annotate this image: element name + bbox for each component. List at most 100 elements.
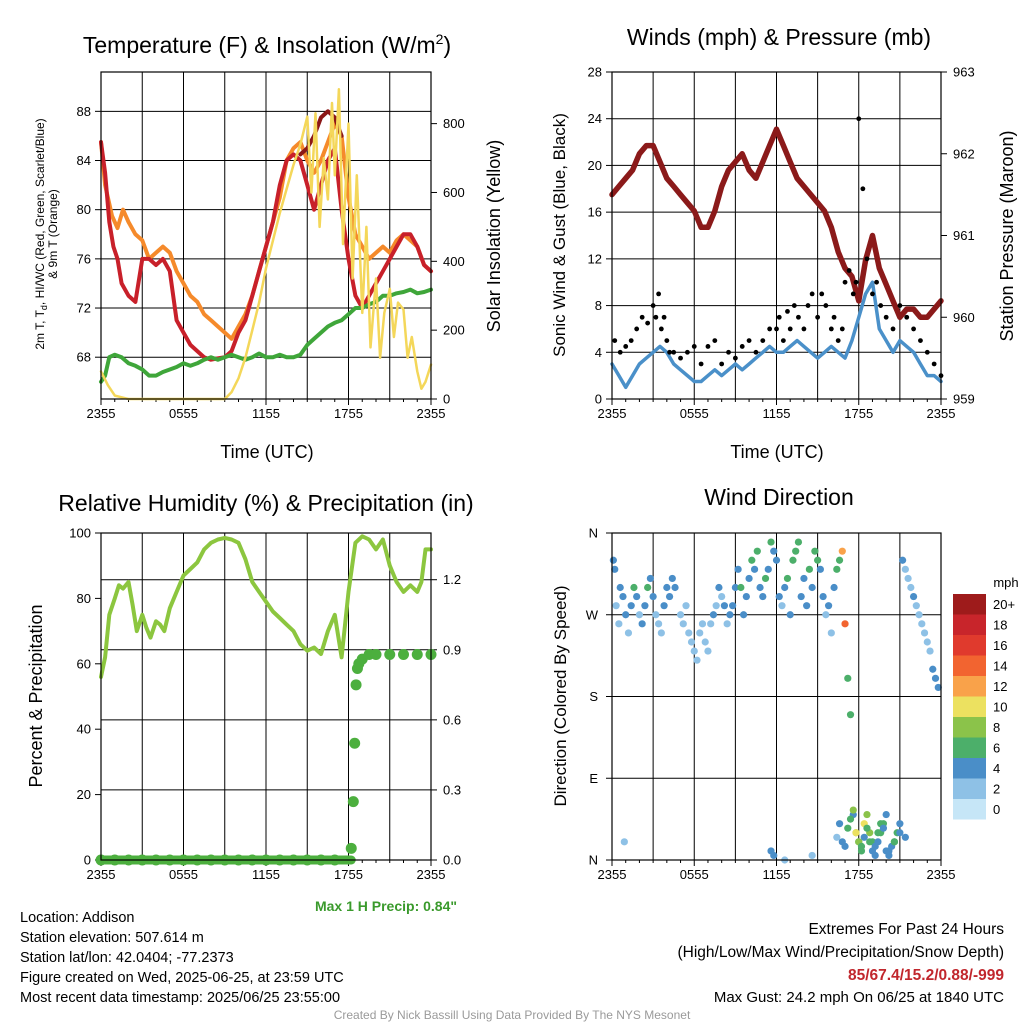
gust-point (828, 326, 834, 332)
y2-tick-label: 960 (953, 310, 975, 325)
direction-point (857, 842, 866, 850)
gust-point (739, 344, 745, 349)
y-tick-label: 4 (595, 345, 602, 360)
temperature-panel: Temperature (F) & Insolation (W/m2) 2355… (33, 31, 504, 462)
y2-tick-label: 600 (443, 185, 465, 200)
extremes-values: 85/67.4/15.2/0.88/-999 (848, 967, 1004, 984)
direction-point (770, 851, 778, 860)
y-tick-label: 24 (588, 111, 602, 126)
y2-tick-label: 0.6 (443, 712, 461, 727)
gust-point (684, 349, 690, 355)
gust-point (698, 361, 704, 367)
gust-point (776, 314, 782, 320)
gust-point (801, 326, 807, 332)
direction-point (901, 833, 909, 841)
direction-point (740, 611, 748, 619)
y2-tick-label: 959 (953, 392, 975, 407)
direction-point (822, 611, 830, 619)
y2-tick-label: 963 (953, 65, 975, 80)
direction-point (885, 851, 893, 860)
x-tick-label: 1155 (252, 406, 280, 421)
y-tick-label: 72 (77, 301, 91, 316)
direction-point (627, 602, 635, 610)
direction-point (770, 547, 778, 555)
x-tick-label: 0555 (169, 406, 198, 421)
colorbar-swatch (953, 594, 986, 615)
direction-point (633, 592, 641, 601)
gust-point (691, 344, 697, 349)
gust-point (746, 338, 752, 344)
precip-point (345, 842, 357, 854)
plot-border (611, 532, 942, 861)
direction-point (624, 629, 633, 637)
colorbar-swatch (953, 758, 986, 779)
extremes-title: Extremes For Past 24 Hours (808, 921, 1004, 938)
direction-point (778, 602, 786, 610)
gust-point (612, 338, 618, 344)
direction-point (649, 592, 657, 601)
direction-point (657, 629, 665, 637)
direction-point (929, 665, 937, 673)
direction-point (759, 592, 767, 601)
x-tick-label: 0555 (680, 406, 709, 421)
gust-point (623, 344, 629, 349)
colorbar-label: 20+ (993, 597, 1015, 612)
gust-point (774, 326, 779, 332)
precip-point (411, 648, 423, 660)
direction-title: Wind Direction (704, 484, 854, 510)
colorbar-swatch (953, 676, 986, 697)
direction-point (687, 638, 696, 646)
y-tick-label: 76 (77, 251, 91, 266)
gust-point (904, 314, 910, 320)
footer: Location: Addison Station elevation: 507… (20, 910, 1004, 1022)
direction-point (923, 638, 931, 646)
direction-point (646, 574, 654, 583)
direction-point (775, 592, 783, 601)
colorbar-swatch (953, 655, 986, 676)
direction-point (693, 656, 701, 664)
gust-point (719, 361, 725, 367)
direction-point (789, 556, 797, 564)
y2-tick-label: 800 (443, 116, 465, 131)
direction-point (833, 833, 841, 841)
y-tick-label: N (589, 853, 598, 868)
gust-point (850, 291, 856, 297)
gust-point (897, 303, 903, 308)
direction-point (715, 583, 723, 592)
gust-point (671, 349, 677, 355)
y2-tick-label: 0.0 (443, 853, 461, 868)
credit: Created By Nick Bassill Using Data Provi… (334, 1008, 691, 1022)
x-tick-label: 2355 (927, 406, 956, 421)
direction-point (742, 592, 750, 601)
gust-point (617, 349, 623, 355)
gust-point (860, 186, 866, 192)
colorbar-swatch (953, 737, 986, 758)
direction-point (896, 820, 904, 828)
direction-point (915, 611, 923, 619)
temperature-ylabel-left: 2m T, Td, HI/WC (Red, Green, Scarlet/Blu… (33, 118, 49, 349)
direction-point (753, 547, 761, 555)
gust-point (658, 326, 664, 332)
direction-point (764, 565, 772, 573)
precip-point (398, 648, 409, 660)
direction-point (615, 620, 623, 628)
colorbar-swatch (953, 696, 986, 717)
y2-tick-label: 0 (443, 392, 450, 407)
direction-point (756, 583, 764, 592)
gust-point (785, 309, 790, 314)
direction-point (860, 833, 868, 841)
winds-ylabel-left: Sonic Wind & Gust (Blue, Black) (550, 113, 569, 357)
y2-tick-label: 200 (443, 323, 465, 338)
direction-point (871, 842, 879, 850)
footer-created: Figure created on Wed, 2025-06-25, at 23… (20, 970, 344, 986)
winds-title: Winds (mph) & Pressure (mb) (627, 24, 931, 50)
direction-point (611, 565, 619, 573)
x-tick-label: 1155 (763, 406, 791, 421)
direction-point (907, 583, 915, 592)
gust-point (839, 326, 845, 332)
y-tick-label: 40 (77, 722, 91, 737)
direction-point (609, 556, 617, 564)
direction-point (737, 583, 745, 592)
direction-point (720, 602, 729, 610)
plot-border (100, 71, 432, 400)
